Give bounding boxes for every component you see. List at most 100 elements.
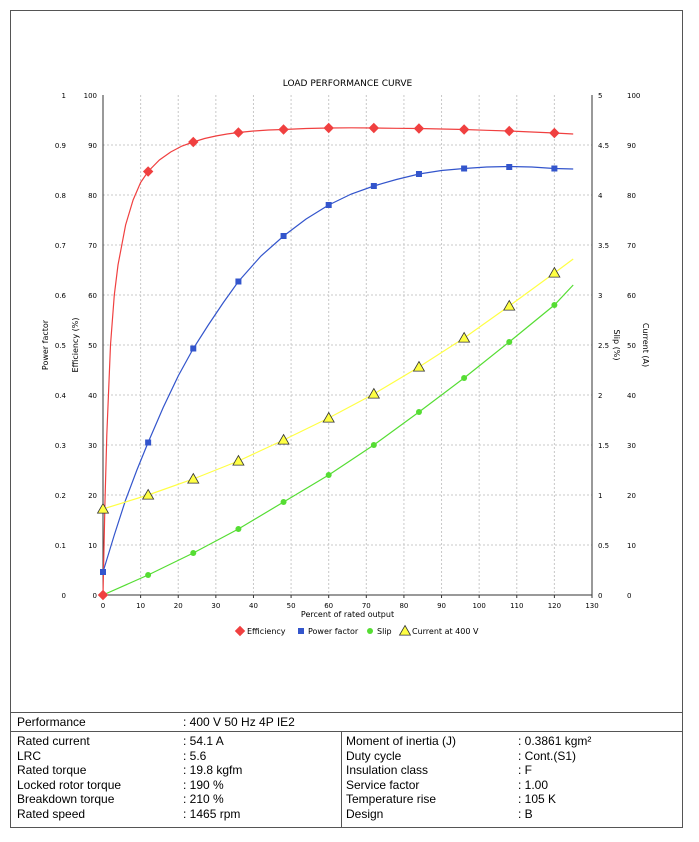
current-at-400-v-point [232, 454, 245, 466]
x-tick-label: 100 [472, 602, 485, 610]
x-tick-label: 0 [101, 602, 105, 610]
spec-label: Design [346, 806, 384, 821]
spec-label: Duty cycle [346, 748, 402, 763]
power_factor-tick-label: 0.4 [55, 392, 67, 400]
spec-value: : Cont.(S1) [518, 748, 577, 763]
legend-marker [367, 628, 373, 634]
power_factor-tick-label: 0.9 [55, 142, 66, 150]
slip-point [506, 339, 513, 345]
efficiency-curve [102, 127, 574, 596]
power-factor-point [325, 202, 332, 208]
spec-value: : 190 % [183, 777, 224, 792]
x-tick-label: 30 [211, 602, 220, 610]
current-tick-label: 30 [627, 442, 636, 450]
slip-tick-label: 2.5 [598, 342, 609, 350]
power-factor-point [190, 345, 197, 352]
power-factor-axis-label: Power factor [41, 319, 50, 370]
spec-value: : 0.3861 kgm² [518, 734, 592, 748]
x-tick-label: 120 [548, 602, 561, 610]
legend-entry: Efficiency [247, 627, 286, 636]
power_factor-tick-label: 0.1 [55, 542, 66, 550]
spec-value: : 105 K [518, 792, 557, 806]
spec-label: Moment of inertia (J) [346, 734, 457, 748]
performance-label: Performance [17, 715, 86, 729]
power-factor-point [370, 183, 377, 189]
efficiency-point [188, 136, 199, 148]
power-factor-curve [102, 165, 574, 573]
efficiency-point [368, 122, 380, 134]
x-tick-label: 80 [399, 602, 408, 610]
power_factor-tick-label: 0.5 [55, 342, 66, 350]
current-at-400-v-point [187, 472, 200, 484]
current-tick-label: 20 [627, 492, 636, 500]
spec-label: Rated current [17, 734, 90, 748]
efficiency-tick-label: 60 [88, 292, 97, 300]
efficiency-tick-label: 10 [88, 542, 97, 550]
spec-label: Service factor [346, 777, 420, 792]
efficiency-point [323, 122, 334, 134]
spec-label: Rated torque [17, 763, 87, 777]
power_factor-tick-label: 0.2 [55, 492, 66, 500]
spec-column-divider [341, 731, 342, 827]
x-tick-label: 70 [362, 602, 371, 610]
efficiency-point [278, 124, 289, 135]
slip-tick-label: 1 [598, 492, 602, 500]
document-frame [10, 10, 683, 828]
power-factor-point [461, 165, 468, 172]
current-at-400-v-curve [102, 258, 574, 510]
performance-value: : 400 V 50 Hz 4P IE2 [183, 715, 295, 729]
x-tick-label: 40 [249, 602, 258, 610]
x-tick-label: 50 [287, 602, 296, 610]
spec-label: Temperature rise [346, 792, 437, 806]
spec-value: : F [518, 763, 532, 777]
current-at-400-v-point [503, 299, 516, 311]
slip-point [415, 409, 422, 415]
x-tick-label: 110 [510, 602, 523, 610]
slip-tick-label: 2 [598, 392, 602, 400]
current-at-400-v-point [548, 266, 561, 278]
legend-marker [398, 624, 412, 636]
slip-point [325, 472, 332, 478]
efficiency-point [233, 127, 244, 138]
spec-label: LRC [17, 748, 42, 763]
slip-point [370, 442, 377, 448]
power-factor-point [551, 165, 558, 172]
spec-value: : 210 % [183, 792, 224, 806]
slip-point [190, 550, 197, 556]
slip-axis-label: Slip (%) [612, 330, 621, 361]
efficiency-point [549, 127, 560, 139]
current-tick-label: 80 [627, 192, 636, 200]
legend-marker [298, 628, 304, 634]
slip-tick-label: 3 [598, 292, 602, 300]
spec-value: : 54.1 A [183, 734, 224, 748]
current-at-400-v-point [96, 502, 110, 514]
power-factor-point [415, 171, 422, 177]
x-axis-label: Percent of rated output [301, 610, 394, 619]
efficiency-tick-label: 30 [88, 442, 97, 450]
slip-curve [102, 284, 574, 596]
slip-point [145, 572, 152, 578]
power_factor-tick-label: 0.8 [55, 192, 66, 200]
spec-value: : 1465 rpm [183, 806, 241, 821]
current-tick-label: 100 [627, 92, 640, 100]
efficiency-tick-label: 80 [88, 192, 97, 200]
current-tick-label: 40 [627, 392, 636, 400]
power_factor-tick-label: 0 [62, 592, 66, 600]
spec-label: Breakdown torque [17, 792, 115, 806]
current-tick-label: 70 [627, 242, 636, 250]
slip-tick-label: 0 [598, 592, 602, 600]
x-tick-label: 130 [585, 602, 598, 610]
spec-value: : 19.8 kgfm [183, 763, 243, 777]
efficiency-tick-label: 90 [88, 142, 97, 150]
efficiency-tick-label: 70 [88, 242, 97, 250]
slip-tick-label: 4.5 [598, 142, 609, 150]
spec-label: Locked rotor torque [17, 777, 122, 792]
current-tick-label: 0 [627, 592, 631, 600]
efficiency-point [97, 589, 109, 601]
efficiency-tick-label: 50 [88, 342, 97, 350]
spec-table: Performance : 400 V 50 Hz 4P IE2 Rated c… [11, 712, 682, 827]
power-factor-point [100, 569, 106, 575]
spec-value: : B [518, 806, 533, 821]
power_factor-tick-label: 0.3 [55, 442, 66, 450]
